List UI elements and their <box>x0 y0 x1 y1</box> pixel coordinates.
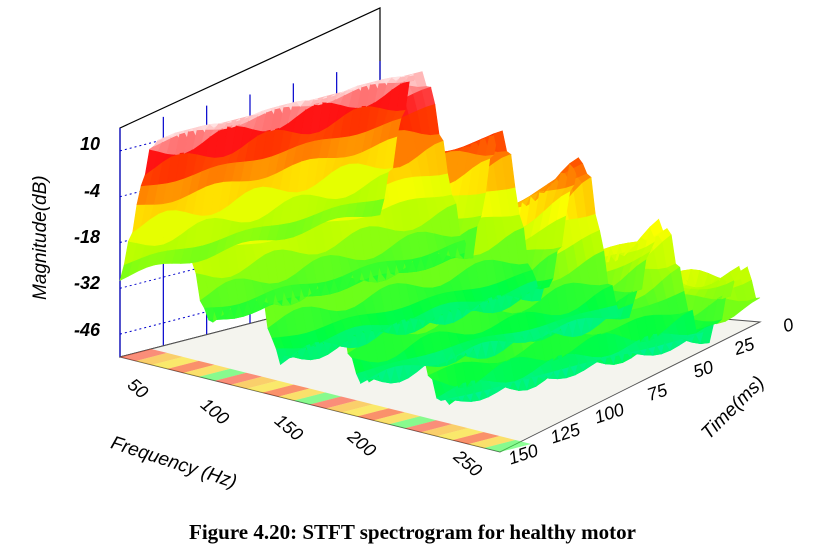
floor-stripe <box>325 400 373 413</box>
x-tick-label: 150 <box>271 410 307 445</box>
spectrogram-chart: 10 -4 -18 -32 -46 Magnitude(dB) 50 100 1… <box>30 7 796 493</box>
x-tick-label: 250 <box>449 445 486 480</box>
floor-stripe <box>120 348 168 361</box>
z-tick-label: -18 <box>74 227 100 247</box>
surface-cell <box>746 297 761 304</box>
y-tick-label: 0 <box>780 314 796 336</box>
floor-stripe <box>452 432 500 445</box>
x-tick-label: 200 <box>343 425 380 460</box>
y-tick-label: 25 <box>731 333 758 359</box>
floor-stripe <box>215 372 263 385</box>
floor-stripe <box>262 384 310 397</box>
floor-stripe <box>357 408 405 421</box>
floor-stripe <box>230 376 278 389</box>
y-tick-label: 75 <box>645 379 671 405</box>
z-tick-label: -4 <box>84 181 100 201</box>
floor-stripe <box>246 380 294 393</box>
z-tick-label: 10 <box>80 134 100 154</box>
floor-stripe <box>484 440 532 452</box>
floor-stripe <box>135 352 183 365</box>
floor-stripe <box>278 388 326 401</box>
x-axis-label: Frequency (Hz) <box>108 433 239 493</box>
figure-caption: Figure 4.20: STFT spectrogram for health… <box>189 520 636 544</box>
floor-stripes <box>120 348 532 452</box>
surface-plot <box>119 71 761 406</box>
floor-stripe <box>436 428 484 441</box>
z-axis-label: Magnitude(dB) <box>30 175 51 300</box>
floor-stripe <box>420 424 468 437</box>
y-axis-label: Time(ms) <box>697 372 768 443</box>
floor-stripe <box>199 368 247 381</box>
floor-stripe <box>389 416 437 429</box>
floor-stripe <box>294 392 342 405</box>
floor-stripe <box>405 420 453 433</box>
x-tick-label: 50 <box>124 374 152 402</box>
z-tick-label: -32 <box>74 273 100 293</box>
y-tick-label: 50 <box>691 357 716 382</box>
floor-stripe <box>341 404 389 417</box>
floor-stripe <box>167 360 215 373</box>
floor-stripe <box>151 356 199 369</box>
z-tick-label: -46 <box>74 320 101 340</box>
floor-stripe <box>373 412 421 425</box>
floor-stripe <box>310 396 358 409</box>
floor-stripe <box>468 436 516 449</box>
x-tick-label: 100 <box>197 394 233 429</box>
floor-stripe <box>183 364 231 377</box>
z-tick-labels: 10 -4 -18 -32 -46 <box>74 134 101 340</box>
